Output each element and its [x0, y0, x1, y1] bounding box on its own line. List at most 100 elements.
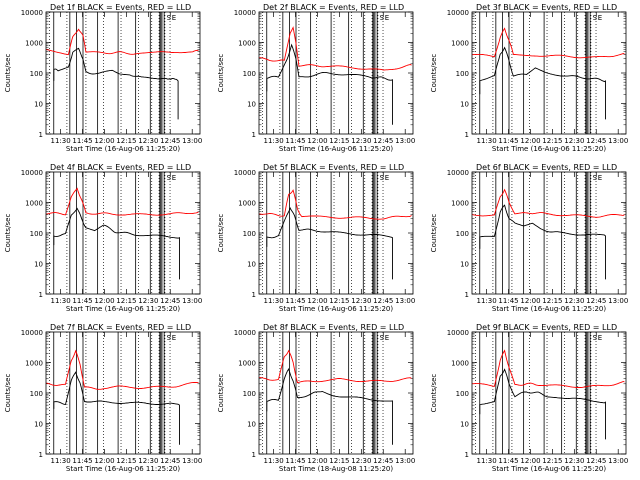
y-axis-label: Counts/sec: [217, 374, 225, 413]
chart-title: Det 5f BLACK = Events, RED = LLD: [263, 163, 404, 172]
x-tick-label: 13:00: [182, 297, 202, 305]
y-tick-label: 10000: [21, 169, 43, 177]
series-lld-line: [259, 189, 412, 220]
plot-frame: [258, 11, 414, 135]
plot-frame: [45, 11, 201, 135]
x-tick-label: 12:15: [116, 137, 136, 145]
x-axis-label: Start Time (16-Aug-06 11:25:20): [66, 305, 180, 313]
chart-title: Det 2f BLACK = Events, RED = LLD: [263, 3, 404, 12]
x-axis-label: Start Time (16-Aug-06 11:25:20): [492, 305, 606, 313]
x-tick-label: 11:45: [285, 297, 305, 305]
marker-s: S: [593, 334, 598, 342]
y-tick-label: 1000: [451, 200, 469, 208]
x-tick-label: 13:00: [395, 137, 415, 145]
x-tick-label: 12:45: [160, 457, 180, 465]
y-tick-label: 100: [456, 390, 469, 398]
plot-frame: [471, 331, 627, 455]
y-tick-label: 1000: [25, 200, 43, 208]
x-tick-label: 12:30: [564, 137, 584, 145]
y-axis-label: Counts/sec: [430, 214, 438, 253]
x-tick-label: 12:00: [520, 457, 540, 465]
marker-s: S: [167, 14, 172, 22]
x-tick-label: 12:45: [586, 297, 606, 305]
x-axis-label: Start Time (16-Aug-06 11:25:20): [66, 465, 180, 473]
y-tick-label: 10000: [234, 169, 256, 177]
plot-frame: [45, 331, 201, 455]
chart-panel-4: Det 4f BLACK = Events, RED = LLD S E 1 10 100…: [4, 163, 202, 313]
x-tick-label: 12:30: [138, 457, 158, 465]
series-lld-line: [259, 26, 412, 71]
y-tick-label: 100: [456, 230, 469, 238]
y-tick-label: 10: [460, 261, 469, 269]
chart-panel-1: Det 1f BLACK = Events, RED = LLD S E 1 10 100…: [4, 3, 202, 153]
y-tick-label: 1: [252, 291, 256, 299]
marker-e: E: [385, 14, 389, 22]
x-axis-label: Start Time (16-Aug-06 11:25:20): [66, 145, 180, 153]
y-tick-label: 1000: [238, 360, 256, 368]
x-tick-label: 12:30: [564, 297, 584, 305]
x-tick-label: 12:15: [542, 137, 562, 145]
x-axis-label: Start Time (16-Aug-06 11:25:20): [492, 145, 606, 153]
marker-s: S: [593, 174, 598, 182]
y-tick-label: 1000: [25, 40, 43, 48]
marker-s: S: [167, 174, 172, 182]
x-tick-label: 11:45: [498, 137, 518, 145]
series-events-line: [53, 207, 180, 280]
x-tick-label: 12:00: [94, 457, 114, 465]
chart-panel-2: Det 2f BLACK = Events, RED = LLD S E 1 10 100…: [217, 3, 415, 153]
plot-frame: [45, 171, 201, 295]
y-tick-label: 1000: [238, 40, 256, 48]
y-tick-label: 1: [252, 451, 256, 459]
series-events-line: [53, 47, 179, 120]
y-tick-label: 10000: [447, 169, 469, 177]
y-tick-label: 10: [34, 421, 43, 429]
plot-frame: [258, 171, 414, 295]
y-tick-label: 10000: [447, 9, 469, 17]
chart-title: Det 7f BLACK = Events, RED = LLD: [50, 323, 191, 332]
y-tick-label: 1: [465, 131, 469, 139]
y-axis-label: Counts/sec: [4, 54, 12, 93]
y-tick-label: 1: [39, 291, 43, 299]
x-tick-label: 13:00: [608, 457, 628, 465]
x-tick-label: 12:45: [586, 137, 606, 145]
x-tick-label: 11:45: [72, 297, 92, 305]
marker-e: E: [598, 334, 602, 342]
series-events-line: [266, 367, 393, 445]
chart-panel-9: Det 9f BLACK = Events, RED = LLD S E 1 10 100…: [430, 323, 628, 473]
x-tick-label: 12:15: [542, 297, 562, 305]
x-tick-label: 12:45: [373, 137, 393, 145]
chart-title: Det 3f BLACK = Events, RED = LLD: [476, 3, 617, 12]
y-tick-label: 10000: [21, 329, 43, 337]
y-tick-label: 10: [247, 261, 256, 269]
marker-e: E: [172, 14, 176, 22]
x-tick-label: 11:30: [50, 297, 70, 305]
x-tick-label: 11:45: [498, 457, 518, 465]
x-tick-label: 12:45: [160, 137, 180, 145]
y-tick-label: 10: [34, 261, 43, 269]
x-tick-label: 13:00: [608, 297, 628, 305]
chart-title: Det 6f BLACK = Events, RED = LLD: [476, 163, 617, 172]
x-tick-label: 12:30: [138, 297, 158, 305]
x-tick-label: 13:00: [182, 457, 202, 465]
x-tick-label: 12:15: [329, 137, 349, 145]
y-axis-label: Counts/sec: [430, 374, 438, 413]
chart-title: Det 9f BLACK = Events, RED = LLD: [476, 323, 617, 332]
x-tick-label: 12:00: [307, 297, 327, 305]
y-tick-label: 1: [465, 451, 469, 459]
series-events-line: [479, 46, 606, 120]
chart-title: Det 4f BLACK = Events, RED = LLD: [50, 163, 191, 172]
x-tick-label: 12:15: [116, 457, 136, 465]
x-axis-label: Start Time (16-Aug-06 11:25:20): [492, 465, 606, 473]
y-tick-label: 10: [34, 101, 43, 109]
marker-e: E: [598, 174, 602, 182]
y-tick-label: 1: [39, 131, 43, 139]
series-lld-line: [46, 349, 199, 390]
x-tick-label: 12:00: [94, 137, 114, 145]
series-events-line: [266, 207, 393, 280]
x-tick-label: 11:30: [50, 457, 70, 465]
y-axis-label: Counts/sec: [430, 54, 438, 93]
y-tick-label: 1: [39, 451, 43, 459]
x-tick-label: 12:15: [542, 457, 562, 465]
x-tick-label: 11:45: [285, 137, 305, 145]
marker-e: E: [598, 14, 602, 22]
